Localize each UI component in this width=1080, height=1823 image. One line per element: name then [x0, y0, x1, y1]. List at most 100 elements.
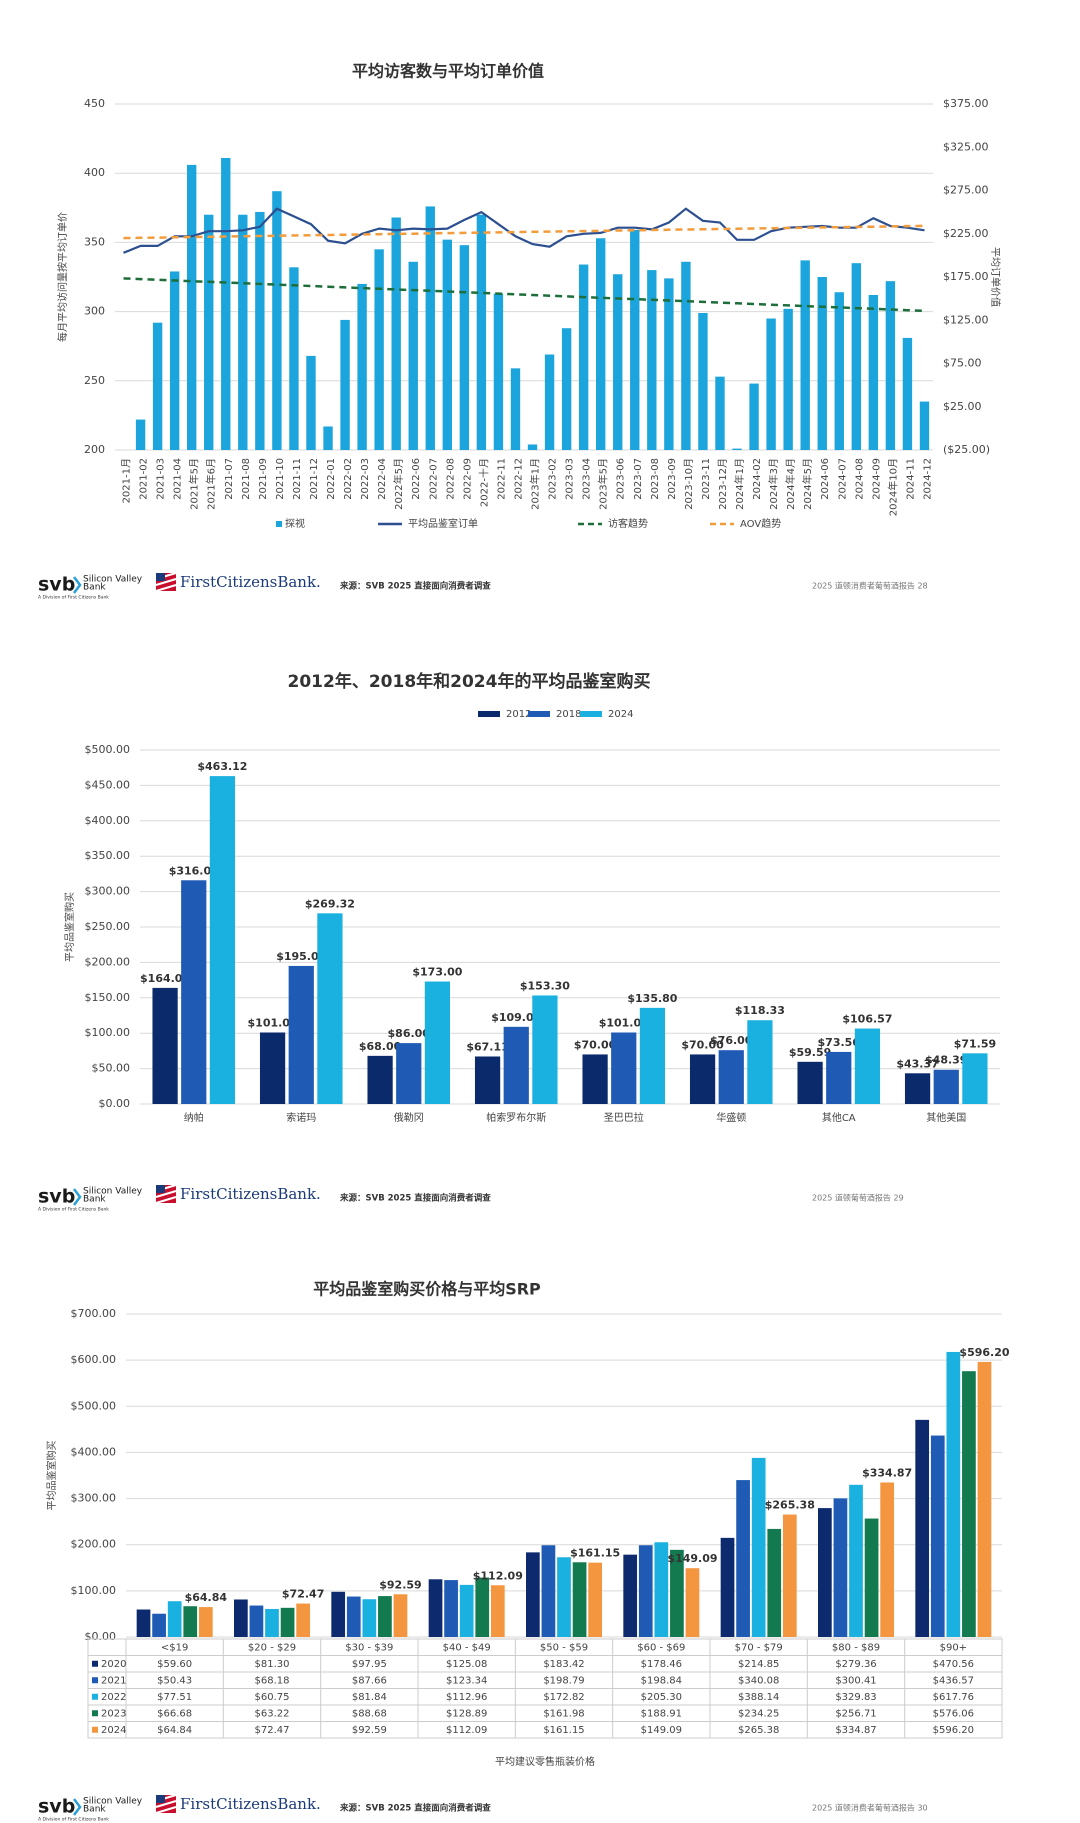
x-tick-label: 圣巴巴拉 [604, 1111, 644, 1124]
y-tick-label: $100.00 [71, 1584, 117, 1597]
x-tick-label: 2023-06 [616, 458, 627, 500]
bar [767, 1528, 782, 1637]
bar [476, 214, 487, 450]
x-tick-label: 2022-09 [462, 458, 473, 500]
legend-swatch [92, 1710, 98, 1717]
fcb-logo: FirstCitizensBank. [180, 1795, 321, 1813]
y2-tick-label: $25.00 [943, 400, 982, 413]
data-label: $86.00 [388, 1027, 431, 1040]
legend-label: 2024 [101, 1725, 126, 1736]
x-tick-label: 2023-10月 [683, 458, 695, 510]
x-tick-label: 2024-07 [837, 458, 848, 500]
bar [817, 277, 827, 450]
data-label: $73.56 [818, 1036, 861, 1049]
x-tick-label: $20 - $29 [248, 1642, 296, 1653]
x-tick-label: $70 - $79 [735, 1642, 783, 1653]
bar [654, 1542, 669, 1637]
table-cell: $81.30 [255, 1659, 290, 1670]
x-tick-label: 2024-12 [922, 458, 933, 500]
bar [833, 1498, 848, 1637]
table-cell: $50.43 [157, 1675, 192, 1686]
y-tick-label: $100.00 [85, 1026, 131, 1039]
x-tick-label: 帕索罗布尔斯 [486, 1111, 546, 1124]
data-label: $101.00 [248, 1016, 298, 1029]
bar [357, 283, 367, 450]
svb-chevron [73, 576, 82, 594]
y2-tick-label: $125.00 [943, 313, 989, 326]
footer-page: 2025 道顿葡萄酒报告 29 [812, 1193, 904, 1203]
y2-tick-label: $175.00 [943, 270, 989, 283]
bar [851, 263, 861, 450]
bar [864, 1518, 879, 1637]
table-cell: $265.38 [738, 1725, 779, 1736]
bar [136, 1609, 151, 1637]
bar [623, 1554, 638, 1637]
table-cell: $125.08 [446, 1659, 487, 1670]
table-cell: $329.83 [835, 1692, 876, 1703]
x-tick-label: 2024-02 [752, 458, 763, 500]
x-tick-label: <$19 [161, 1642, 188, 1653]
bar [885, 281, 896, 450]
y-tick-label: $450.00 [85, 778, 131, 791]
bar [670, 1549, 684, 1637]
y-tick-label: $200.00 [71, 1538, 117, 1551]
data-label: $92.59 [379, 1578, 421, 1591]
data-label: $153.30 [520, 979, 570, 992]
bar [732, 448, 742, 450]
legend-label: 2022 [101, 1692, 126, 1703]
bar [915, 1419, 930, 1637]
table-cell: $97.95 [352, 1659, 387, 1670]
data-label: $64.84 [185, 1591, 228, 1604]
x-tick-label: 2021-04 [173, 458, 184, 500]
bar [578, 264, 589, 450]
svb-name: Bank [83, 1805, 106, 1815]
table-cell: $300.41 [835, 1675, 876, 1686]
data-label: $161.15 [570, 1547, 620, 1560]
bar [766, 318, 776, 450]
bar [280, 1607, 295, 1637]
bar [296, 1603, 310, 1637]
fcb-logo: FirstCitizensBank. [180, 573, 321, 591]
fcb-flag-canton [156, 1185, 165, 1193]
bar [255, 211, 265, 450]
x-tick-label: 2021-09 [258, 458, 269, 500]
bar [289, 267, 299, 450]
bar [930, 1435, 945, 1637]
bar [475, 1577, 490, 1637]
x-tick-label: $60 - $69 [637, 1642, 685, 1653]
footer-source: 来源：SVB 2025 直接面向消费者调查 [339, 1193, 491, 1204]
y-tick-label: $0.00 [85, 1630, 117, 1643]
bar [782, 1514, 797, 1637]
bar [749, 383, 759, 450]
bar [638, 1545, 653, 1637]
bar [639, 1007, 666, 1104]
bar [362, 1599, 377, 1637]
bar [340, 319, 350, 450]
table-cell: $66.68 [157, 1708, 192, 1719]
y-tick-label: $700.00 [71, 1307, 117, 1320]
table-cell: $596.20 [933, 1725, 974, 1736]
table-cell: $256.71 [835, 1708, 876, 1719]
svb-name: Silicon Valley [83, 1187, 143, 1197]
table-cell: $340.08 [738, 1675, 779, 1686]
x-tick-label: 2023年5月 [597, 458, 610, 510]
bar [510, 368, 521, 450]
x-tick-label: 2021年6月 [205, 458, 218, 510]
bar [317, 913, 343, 1104]
legend-label: 平均品鉴室订单 [408, 517, 478, 530]
footer-source: 来源：SVB 2025 直接面向消费者调查 [339, 581, 491, 592]
legend-swatch [478, 711, 500, 717]
bar [346, 1596, 361, 1637]
table-cell: $87.66 [352, 1675, 387, 1686]
bar [152, 1613, 166, 1637]
y-tick-label: 350 [84, 235, 105, 248]
bar [490, 1585, 505, 1637]
data-label: $59.59 [789, 1046, 831, 1059]
bar [187, 164, 197, 450]
legend-label: 2018 [556, 709, 581, 720]
data-label: $149.09 [667, 1552, 717, 1565]
bar [306, 355, 316, 450]
footer-page: 2025 道顿消费者葡萄酒报告 28 [812, 581, 928, 591]
data-label: $269.32 [305, 897, 355, 910]
